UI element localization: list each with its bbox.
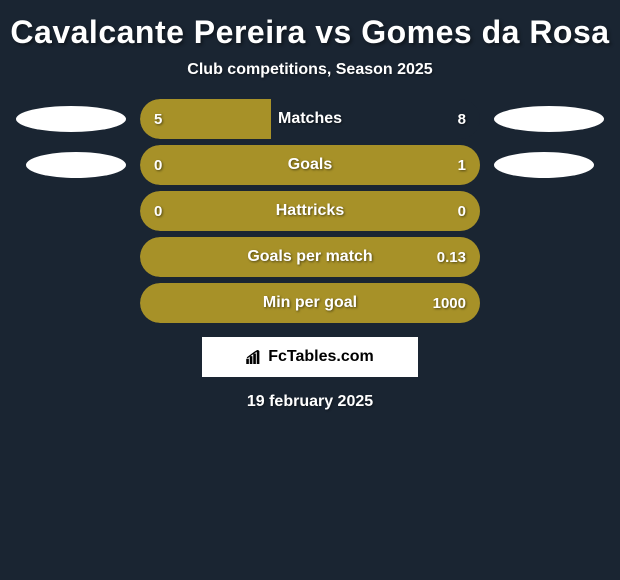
stat-label: Goals per match — [140, 237, 480, 277]
brand-badge[interactable]: FcTables.com — [202, 337, 418, 377]
stat-row: 00Hattricks — [0, 191, 620, 231]
stat-row: 01Goals — [0, 145, 620, 185]
player-left-ellipse — [16, 106, 126, 132]
footer-date: 19 february 2025 — [0, 377, 620, 411]
stat-row: 0.13Goals per match — [0, 237, 620, 277]
stat-row: 58Matches — [0, 99, 620, 139]
comparison-container: Cavalcante Pereira vs Gomes da Rosa Club… — [0, 0, 620, 411]
player-right-ellipse — [494, 106, 604, 132]
stat-label: Matches — [140, 99, 480, 139]
page-subtitle: Club competitions, Season 2025 — [0, 55, 620, 99]
stat-bar: 0.13Goals per match — [140, 237, 480, 277]
page-title: Cavalcante Pereira vs Gomes da Rosa — [0, 0, 620, 55]
stat-bar: 58Matches — [140, 99, 480, 139]
stat-label: Min per goal — [140, 283, 480, 323]
stat-label: Hattricks — [140, 191, 480, 231]
player-left-ellipse — [26, 152, 126, 178]
stat-rows: 58Matches 01Goals 00Hattricks 0.13Goals per… — [0, 99, 620, 323]
stat-bar: 01Goals — [140, 145, 480, 185]
stat-bar: 00Hattricks — [140, 191, 480, 231]
brand-text: FcTables.com — [268, 348, 374, 366]
brand-chart-icon — [246, 350, 264, 364]
stat-label: Goals — [140, 145, 480, 185]
stat-bar: 1000Min per goal — [140, 283, 480, 323]
player-right-ellipse — [494, 152, 594, 178]
stat-row: 1000Min per goal — [0, 283, 620, 323]
